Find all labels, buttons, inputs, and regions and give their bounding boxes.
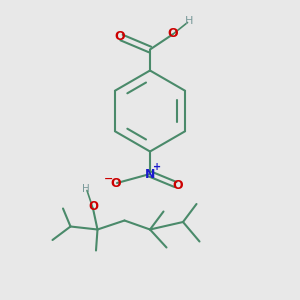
Text: N: N	[145, 167, 155, 181]
Text: O: O	[110, 177, 121, 190]
Text: O: O	[115, 30, 125, 43]
Text: O: O	[88, 200, 98, 213]
Text: O: O	[172, 178, 183, 192]
Text: H: H	[82, 184, 89, 194]
Text: H: H	[185, 16, 193, 26]
Text: O: O	[167, 27, 178, 40]
Text: +: +	[152, 162, 161, 172]
Text: −: −	[104, 173, 113, 184]
